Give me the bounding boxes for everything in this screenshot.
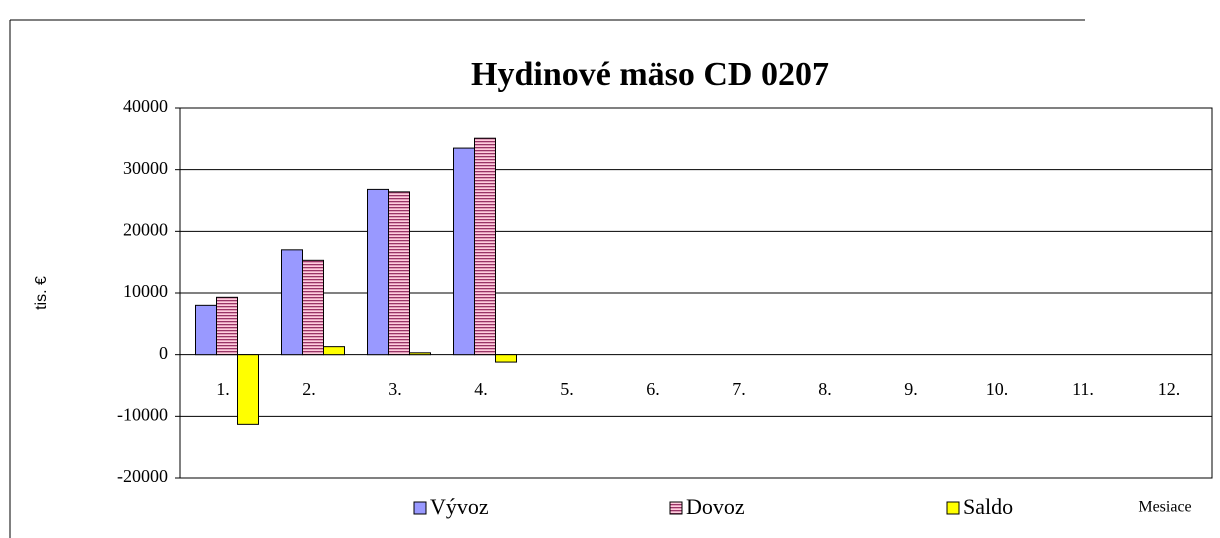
legend-swatch bbox=[669, 501, 683, 515]
x-tick-label: 5. bbox=[560, 379, 574, 399]
bar bbox=[323, 346, 345, 356]
chart-title: Hydinové mäso CD 0207 bbox=[471, 56, 829, 93]
bar bbox=[367, 188, 389, 356]
bar bbox=[281, 249, 303, 356]
y-tick-label: 10000 bbox=[123, 281, 168, 301]
legend-swatch bbox=[413, 501, 427, 515]
x-tick-label: 4. bbox=[474, 379, 488, 399]
y-tick-label: 20000 bbox=[123, 219, 168, 239]
y-tick-label: -20000 bbox=[117, 466, 168, 486]
x-tick-label: 6. bbox=[646, 379, 660, 399]
y-axis-label: tis. € bbox=[33, 276, 50, 310]
x-tick-label: 11. bbox=[1072, 379, 1094, 399]
bar bbox=[453, 147, 475, 356]
bar bbox=[495, 354, 517, 363]
bar bbox=[388, 191, 410, 356]
bar bbox=[195, 304, 217, 356]
x-tick-label: 12. bbox=[1158, 379, 1181, 399]
bar bbox=[474, 137, 496, 356]
y-tick-label: 40000 bbox=[123, 96, 168, 116]
bar bbox=[216, 296, 238, 356]
legend-label: Dovoz bbox=[686, 494, 745, 519]
x-tick-label: 3. bbox=[388, 379, 402, 399]
y-tick-label: -10000 bbox=[117, 404, 168, 424]
legend-label: Saldo bbox=[963, 494, 1013, 519]
x-axis-label: Mesiace bbox=[1138, 499, 1191, 516]
bar bbox=[302, 259, 324, 356]
x-tick-label: 8. bbox=[818, 379, 832, 399]
bar bbox=[237, 354, 259, 425]
x-tick-label: 10. bbox=[986, 379, 1009, 399]
legend-label: Vývoz bbox=[430, 494, 489, 519]
x-tick-label: 1. bbox=[216, 379, 230, 399]
x-tick-label: 2. bbox=[302, 379, 316, 399]
x-tick-label: 7. bbox=[732, 379, 746, 399]
y-tick-label: 30000 bbox=[123, 158, 168, 178]
legend-swatch bbox=[946, 501, 960, 515]
y-tick-label: 0 bbox=[159, 343, 168, 363]
bar bbox=[409, 352, 431, 356]
x-tick-label: 9. bbox=[904, 379, 918, 399]
